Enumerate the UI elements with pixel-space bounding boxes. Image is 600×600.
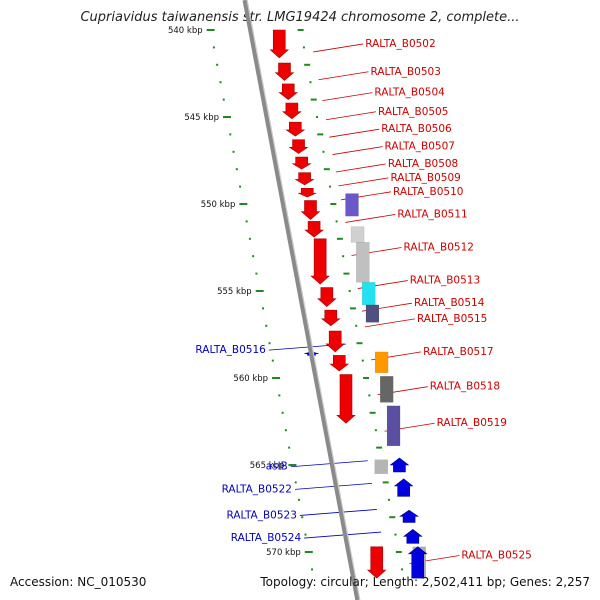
- feature-block: [356, 242, 370, 283]
- gene-label[interactable]: aslB: [266, 461, 288, 473]
- forward-gene-arrow: [294, 172, 315, 186]
- gene-label[interactable]: RALTA_B0502: [365, 38, 435, 50]
- gene-label[interactable]: RALTA_B0513: [410, 275, 480, 287]
- gene-label[interactable]: RALTA_B0516: [195, 344, 266, 356]
- forward-gene-arrow: [298, 188, 317, 198]
- genome-stats-text: Topology: circular; Length: 2,502,411 bp…: [260, 575, 590, 589]
- ruler-label: 565 kbp: [250, 461, 285, 471]
- ruler-ticks-right: [297, 29, 404, 571]
- gene-label[interactable]: RALTA_B0518: [430, 381, 500, 393]
- gene-label[interactable]: RALTA_B0525: [461, 549, 531, 561]
- map-title: Cupriavidus taiwanensis str. LMG19424 ch…: [80, 10, 520, 25]
- gene-label[interactable]: RALTA_B0510: [393, 186, 463, 198]
- forward-gene-arrow: [285, 121, 306, 137]
- gene-label[interactable]: RALTA_B0507: [385, 141, 455, 153]
- feature-block: [374, 459, 388, 474]
- label-leader: [299, 509, 377, 516]
- label-leader: [329, 128, 380, 138]
- gene-label[interactable]: RALTA_B0517: [423, 346, 493, 358]
- chromosome-backbone: [242, 0, 361, 600]
- gene-label[interactable]: RALTA_B0519: [437, 417, 507, 429]
- ruler-label: 570 kbp: [266, 548, 301, 558]
- gene-label[interactable]: RALTA_B0522: [222, 483, 292, 495]
- forward-gene-arrow: [336, 374, 356, 424]
- gene-label[interactable]: RALTA_B0503: [370, 66, 440, 78]
- forward-gene-arrow: [281, 102, 302, 120]
- gene-label[interactable]: RALTA_B0524: [231, 532, 302, 544]
- label-leader: [290, 460, 368, 468]
- gene-label[interactable]: RALTA_B0523: [226, 509, 296, 521]
- feature-block: [386, 405, 401, 447]
- gene-label[interactable]: RALTA_B0506: [381, 123, 452, 135]
- label-leader: [345, 214, 396, 223]
- forward-gene-arrow: [310, 238, 330, 285]
- feature-blocks: [345, 193, 426, 579]
- ruler-labels: 540 kbp 545 kbp 550 kbp 555 kbp 560 kbp 565 k…: [168, 26, 301, 558]
- ruler-label: 555 kbp: [217, 287, 252, 297]
- ruler-label: 550 kbp: [201, 200, 236, 210]
- backbone-line: [242, 0, 361, 600]
- backbone-highlight: [246, 0, 361, 600]
- forward-gene-arrow: [317, 287, 337, 308]
- feature-block: [361, 282, 376, 306]
- ruler-label: 545 kbp: [184, 113, 219, 123]
- label-leader: [335, 163, 386, 173]
- label-leader: [313, 43, 364, 53]
- ruler-ticks-left: [206, 29, 314, 571]
- forward-strand-genes: [269, 29, 387, 579]
- reverse-gene-arrow: [402, 529, 423, 544]
- forward-gene-arrow: [304, 221, 324, 238]
- gene-label[interactable]: RALTA_B0509: [390, 172, 460, 184]
- label-leader: [325, 111, 377, 121]
- label-leader: [332, 146, 383, 155]
- gene-label[interactable]: RALTA_B0508: [388, 158, 458, 170]
- forward-gene-arrow: [274, 62, 295, 81]
- forward-gene-arrow: [325, 330, 345, 353]
- reverse-gene-arrow: [393, 478, 414, 497]
- forward-gene-arrow: [278, 83, 299, 100]
- label-leader: [318, 71, 369, 81]
- forward-gene-arrow: [329, 355, 350, 372]
- label-leader-lines: [268, 43, 460, 564]
- feature-block: [374, 351, 389, 374]
- feature-block: [365, 304, 380, 323]
- gene-label[interactable]: RALTA_B0512: [404, 242, 474, 254]
- label-leader: [338, 177, 389, 187]
- label-leader: [304, 531, 382, 539]
- accession-text: Accession: NC_010530: [10, 575, 147, 589]
- feature-block: [379, 376, 394, 403]
- ruler-label: 560 kbp: [233, 374, 268, 384]
- label-leader: [322, 92, 373, 102]
- ruler-label: 540 kbp: [168, 26, 203, 36]
- gene-label[interactable]: RALTA_B0505: [378, 106, 448, 118]
- forward-gene-arrow: [366, 546, 387, 579]
- gene-labels: RALTA_B0502 RALTA_B0503 RALTA_B0504 RALTA_B…: [195, 38, 531, 562]
- reverse-gene-arrow: [389, 457, 410, 473]
- gene-label[interactable]: RALTA_B0511: [397, 208, 467, 220]
- reverse-gene-arrow: [399, 509, 420, 523]
- gene-label[interactable]: RALTA_B0515: [417, 313, 487, 325]
- forward-gene-arrow: [320, 309, 341, 327]
- feature-block: [345, 193, 359, 217]
- label-leader: [294, 482, 373, 490]
- feature-block: [350, 226, 365, 243]
- gene-label[interactable]: RALTA_B0514: [414, 297, 485, 309]
- forward-gene-arrow: [288, 139, 309, 154]
- gene-label[interactable]: RALTA_B0504: [374, 87, 445, 99]
- reverse-strand-genes: [304, 351, 428, 579]
- forward-gene-arrow: [269, 29, 290, 59]
- reverse-gene-arrow: [407, 546, 428, 579]
- forward-gene-arrow: [291, 156, 312, 170]
- forward-gene-arrow: [300, 200, 321, 221]
- label-leader: [364, 318, 416, 328]
